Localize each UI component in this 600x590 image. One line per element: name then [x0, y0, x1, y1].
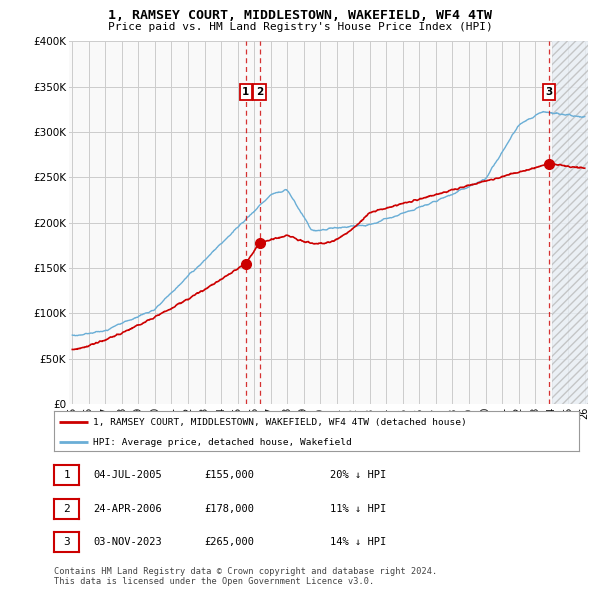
Text: 03-NOV-2023: 03-NOV-2023: [93, 537, 162, 547]
Text: 1, RAMSEY COURT, MIDDLESTOWN, WAKEFIELD, WF4 4TW: 1, RAMSEY COURT, MIDDLESTOWN, WAKEFIELD,…: [108, 9, 492, 22]
Text: 1: 1: [242, 87, 250, 97]
Text: Contains HM Land Registry data © Crown copyright and database right 2024.
This d: Contains HM Land Registry data © Crown c…: [54, 567, 437, 586]
Bar: [551, 41, 600, 404]
Text: 04-JUL-2005: 04-JUL-2005: [93, 470, 162, 480]
Text: 3: 3: [63, 537, 70, 547]
Text: HPI: Average price, detached house, Wakefield: HPI: Average price, detached house, Wake…: [94, 438, 352, 447]
Text: £178,000: £178,000: [204, 504, 254, 513]
Text: 24-APR-2006: 24-APR-2006: [93, 504, 162, 513]
Text: £265,000: £265,000: [204, 537, 254, 547]
Text: £155,000: £155,000: [204, 470, 254, 480]
Text: 2: 2: [256, 87, 263, 97]
Text: Price paid vs. HM Land Registry's House Price Index (HPI): Price paid vs. HM Land Registry's House …: [107, 22, 493, 32]
Text: 20% ↓ HPI: 20% ↓ HPI: [330, 470, 386, 480]
Text: 1: 1: [63, 470, 70, 480]
Text: 11% ↓ HPI: 11% ↓ HPI: [330, 504, 386, 513]
Text: 2: 2: [63, 504, 70, 513]
Text: 14% ↓ HPI: 14% ↓ HPI: [330, 537, 386, 547]
Text: 3: 3: [545, 87, 553, 97]
Text: 1, RAMSEY COURT, MIDDLESTOWN, WAKEFIELD, WF4 4TW (detached house): 1, RAMSEY COURT, MIDDLESTOWN, WAKEFIELD,…: [94, 418, 467, 427]
